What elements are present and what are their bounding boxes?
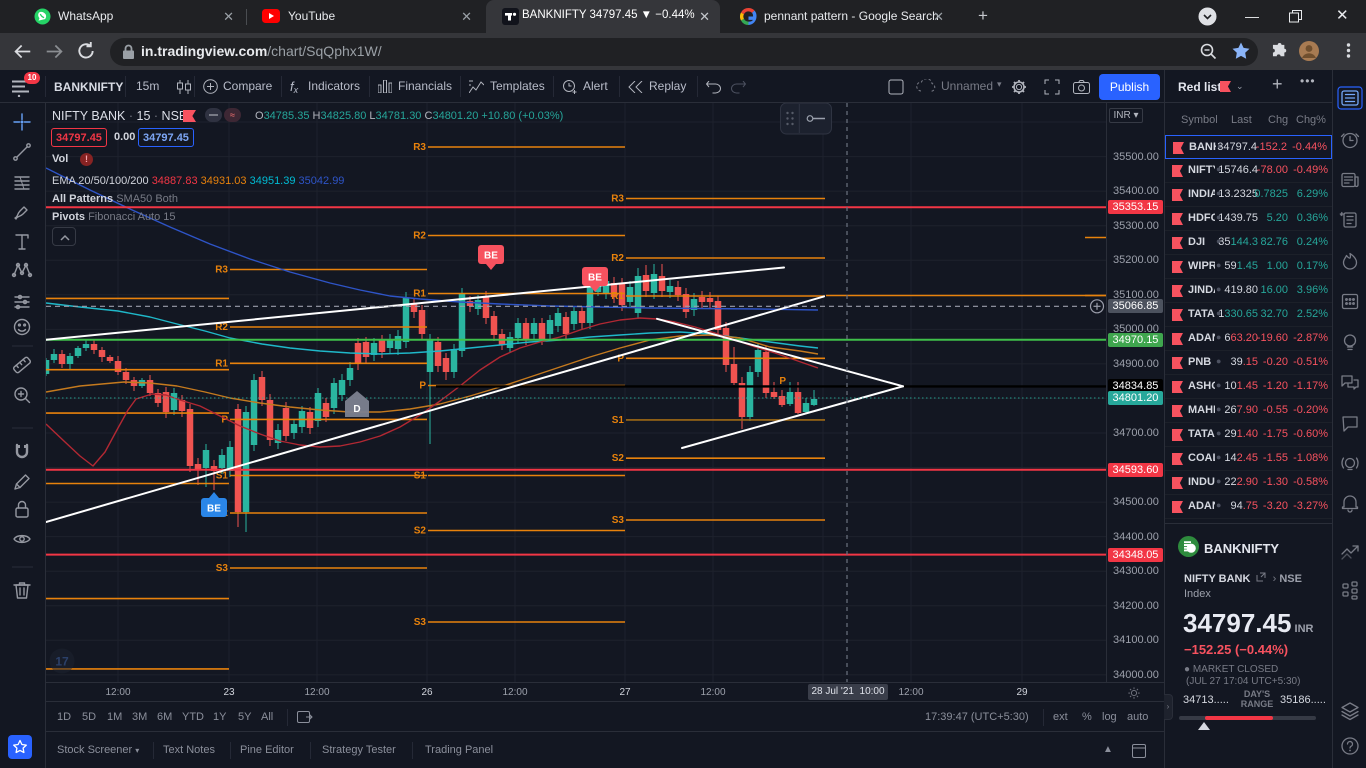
svg-text:P: P <box>617 353 624 364</box>
svg-text:S1: S1 <box>216 471 229 482</box>
svg-text:S1: S1 <box>612 415 625 426</box>
svg-text:BE: BE <box>207 504 221 515</box>
svg-text:R3: R3 <box>611 194 624 205</box>
svg-text:P: P <box>419 381 426 392</box>
svg-text:P: P <box>221 414 228 425</box>
svg-text:S1: S1 <box>414 471 427 482</box>
svg-text:P: P <box>779 376 786 387</box>
svg-text:S2: S2 <box>612 453 625 464</box>
svg-text:BE: BE <box>484 251 498 262</box>
svg-text:R1: R1 <box>215 358 228 369</box>
svg-text:R2: R2 <box>413 231 426 242</box>
svg-text:S2: S2 <box>414 526 427 537</box>
svg-text:R2: R2 <box>215 322 228 333</box>
svg-text:R1: R1 <box>611 291 624 302</box>
svg-text:S3: S3 <box>216 563 229 574</box>
svg-text:R3: R3 <box>413 142 426 153</box>
svg-text:BE: BE <box>588 273 602 284</box>
svg-text:R3: R3 <box>215 265 228 276</box>
svg-text:R2: R2 <box>611 253 624 264</box>
svg-text:R1: R1 <box>413 289 426 300</box>
svg-text:S3: S3 <box>612 515 625 526</box>
svg-text:S3: S3 <box>414 617 427 628</box>
svg-text:17: 17 <box>55 655 69 669</box>
svg-text:D: D <box>353 404 360 415</box>
